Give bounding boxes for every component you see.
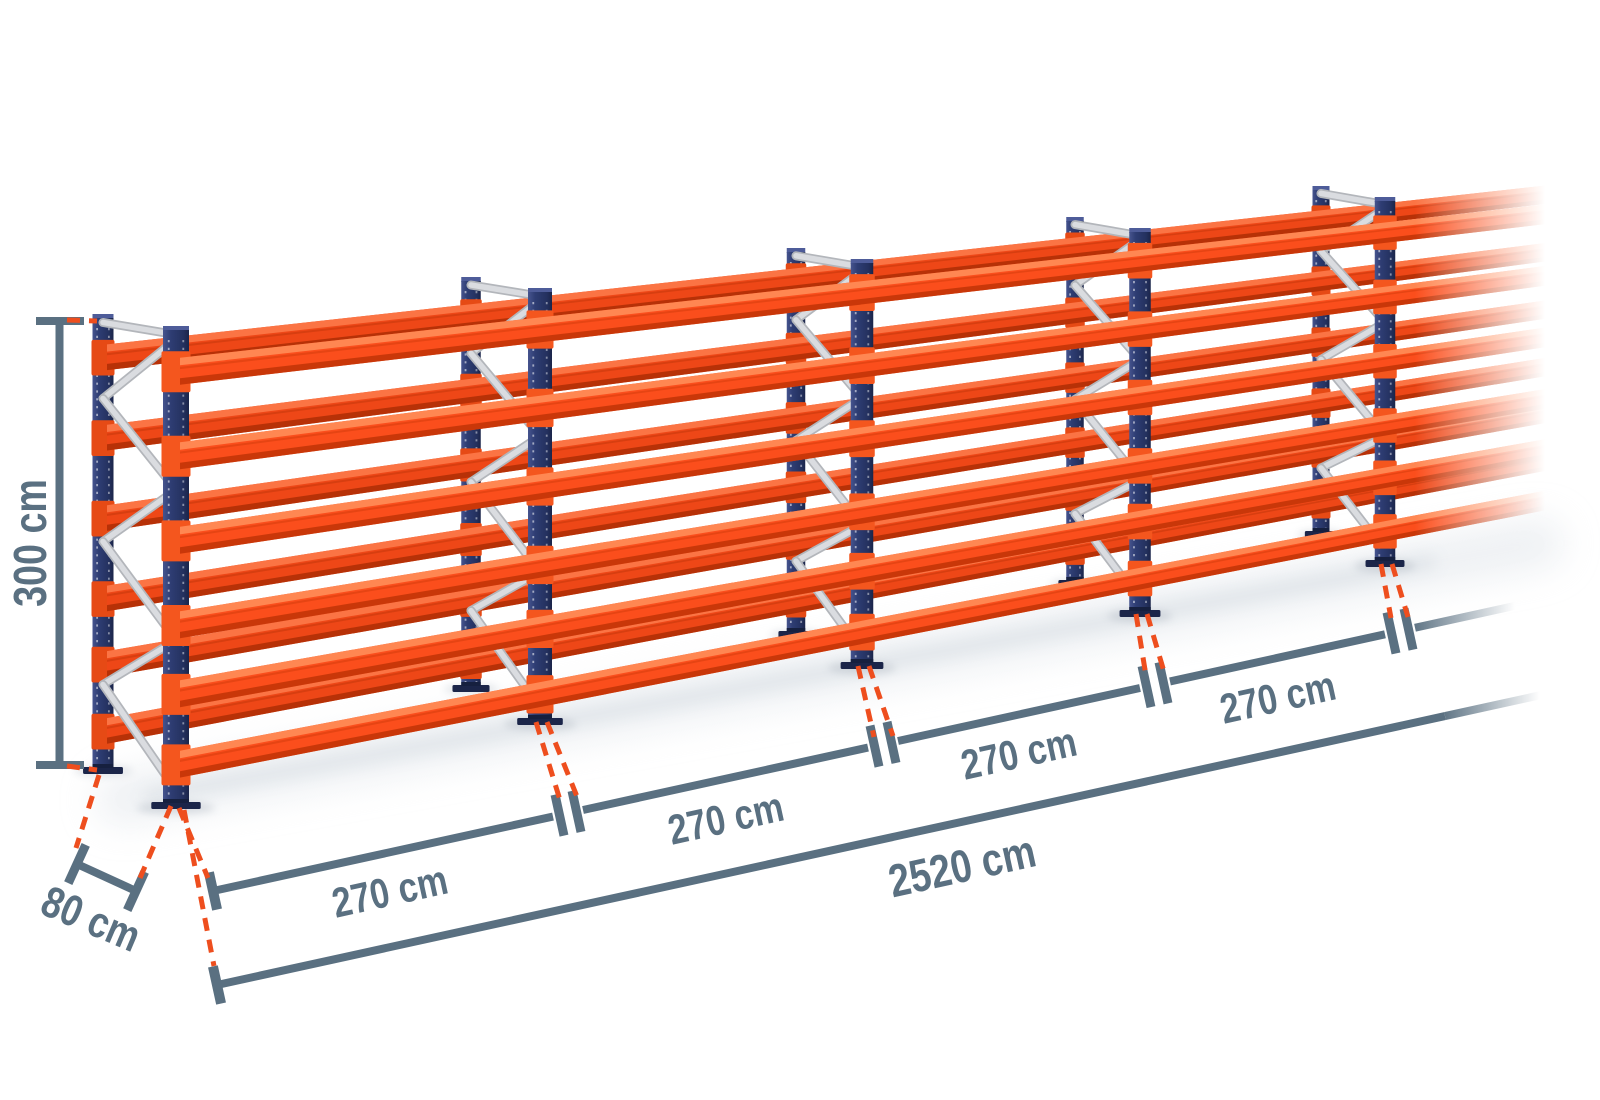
bay-dimension-label-1: 270 cm — [328, 856, 452, 927]
pallet-rack-illustration — [83, 179, 1600, 809]
front-beams — [180, 198, 1600, 778]
bay-dimension-label-2: 270 cm — [664, 783, 788, 854]
projection-guides — [66, 317, 1411, 967]
dimension-lines — [36, 317, 1546, 1005]
bay-dimension-label-3: 270 cm — [957, 718, 1081, 789]
height-dimension-label: 300 cm — [4, 479, 55, 607]
bay-dimension-label-4: 270 cm — [1216, 662, 1340, 733]
